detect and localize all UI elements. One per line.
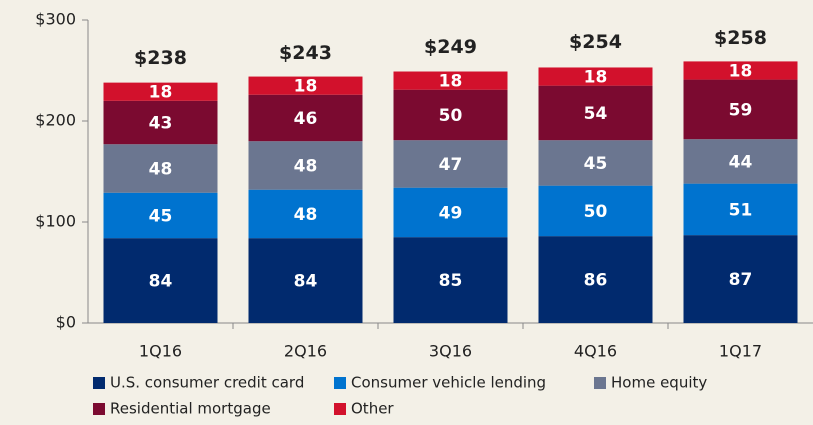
y-tick-label: $300 (35, 10, 76, 29)
bar-segment (248, 189, 363, 239)
bar-segment (393, 237, 508, 323)
legend-label: Residential mortgage (110, 400, 271, 418)
data-label: 45 (149, 206, 173, 226)
data-label: 84 (149, 272, 173, 292)
data-label: 48 (294, 156, 318, 176)
bar-segment (538, 67, 653, 86)
bar-segment (393, 187, 508, 238)
legend-swatch (594, 377, 606, 389)
data-label: 45 (584, 154, 608, 174)
bar-segment (683, 235, 798, 323)
data-label: 50 (439, 106, 463, 126)
legend-swatch (93, 377, 105, 389)
y-tick-label: $0 (56, 313, 76, 332)
bar-segment (393, 89, 508, 141)
legend-label: Consumer vehicle lending (351, 374, 546, 392)
data-label: 46 (294, 109, 318, 129)
x-tick-label: 2Q16 (284, 342, 327, 361)
bar-segment (683, 183, 798, 236)
legend-label: Home equity (611, 374, 707, 392)
bar-segment (248, 141, 363, 190)
bar-segment (248, 238, 363, 323)
bar-segment (683, 139, 798, 184)
data-label: 44 (729, 152, 753, 172)
bar-segment (393, 140, 508, 188)
y-tick-label: $200 (35, 111, 76, 130)
legend-swatch (334, 403, 346, 415)
total-label: $258 (714, 27, 767, 49)
data-label: 18 (149, 83, 173, 103)
bar-segment (538, 185, 653, 237)
bar-segment (248, 94, 363, 142)
data-label: 50 (584, 202, 608, 222)
y-tick-label: $100 (35, 212, 76, 231)
x-tick-label: 1Q16 (139, 342, 182, 361)
data-label: 59 (729, 100, 753, 120)
total-label: $249 (424, 36, 477, 58)
bar-segment (103, 82, 218, 101)
bar-segment (683, 79, 798, 140)
data-label: 87 (729, 270, 753, 290)
bar-segment (103, 192, 218, 239)
data-label: 48 (149, 159, 173, 179)
data-label: 18 (294, 77, 318, 97)
x-tick-label: 3Q16 (429, 342, 472, 361)
bar-segment (103, 238, 218, 323)
data-label: 43 (149, 114, 173, 134)
x-tick-label: 4Q16 (574, 342, 617, 361)
bar-segment (538, 85, 653, 141)
data-label: 47 (439, 155, 463, 175)
legend-label: Other (351, 400, 394, 418)
data-label: 54 (584, 104, 608, 124)
data-label: 18 (729, 62, 753, 82)
data-label: 48 (294, 205, 318, 225)
bar-segment (538, 236, 653, 323)
total-label: $254 (569, 31, 622, 53)
bar-segment (393, 71, 508, 90)
data-label: 18 (584, 68, 608, 88)
legend-label: U.S. consumer credit card (110, 374, 304, 392)
data-label: 86 (584, 271, 608, 291)
data-label: 49 (439, 203, 463, 223)
total-label: $238 (134, 47, 187, 69)
x-tick-label: 1Q17 (719, 342, 762, 361)
legend-swatch (334, 377, 346, 389)
bar-segment (538, 140, 653, 186)
data-label: 18 (439, 72, 463, 92)
bar-segment (683, 61, 798, 80)
bar-segment (103, 100, 218, 145)
data-label: 84 (294, 272, 318, 292)
legend-swatch (93, 403, 105, 415)
total-label: $243 (279, 42, 332, 64)
data-label: 85 (439, 271, 463, 291)
bar-segment (103, 144, 218, 193)
data-label: 51 (729, 200, 753, 220)
bar-segment (248, 76, 363, 95)
